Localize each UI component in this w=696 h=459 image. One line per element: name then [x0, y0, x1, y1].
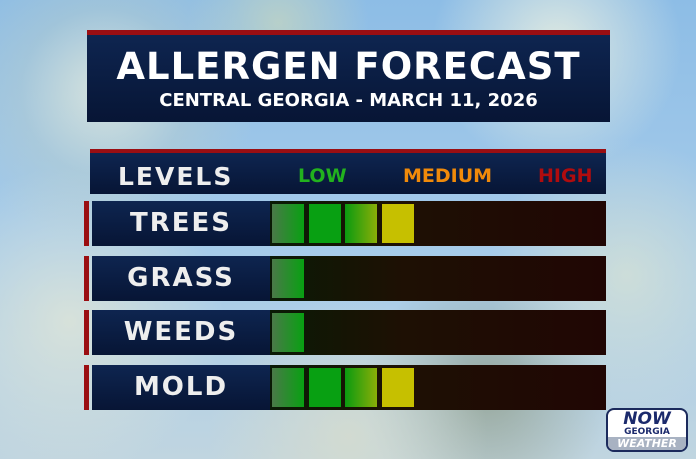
level-segment	[345, 204, 377, 243]
level-bar	[270, 310, 606, 355]
level-segment	[272, 259, 304, 298]
level-bar	[270, 201, 606, 246]
level-segment	[308, 368, 341, 407]
title-banner: ALLERGEN FORECAST CENTRAL GEORGIA - MARC…	[87, 30, 610, 122]
allergen-row-grass: GRASS	[84, 256, 606, 301]
level-segment	[308, 204, 341, 243]
subtitle: CENTRAL GEORGIA - MARCH 11, 2026	[159, 90, 538, 111]
level-segment	[272, 313, 304, 352]
logo-now: NOW	[623, 409, 671, 429]
allergen-label: WEEDS	[92, 310, 270, 355]
allergen-label: TREES	[92, 201, 270, 246]
levels-header: LEVELS LOW MEDIUM HIGH	[90, 149, 606, 194]
allergen-label: MOLD	[92, 365, 270, 410]
allergen-row-weeds: WEEDS	[84, 310, 606, 355]
allergen-label: GRASS	[92, 256, 270, 301]
page-title: ALLERGEN FORECAST	[116, 45, 581, 88]
level-segment	[381, 204, 414, 243]
now-georgia-weather-logo: NOW GEORGIA WEATHER	[606, 408, 688, 452]
levels-label: LEVELS	[118, 162, 234, 191]
level-segment	[381, 368, 414, 407]
level-bar	[270, 256, 606, 301]
allergen-row-trees: TREES	[84, 201, 606, 246]
high-label: HIGH	[538, 165, 593, 187]
allergen-row-mold: MOLD	[84, 365, 606, 410]
logo-weather: WEATHER	[608, 437, 686, 450]
medium-label: MEDIUM	[403, 165, 493, 187]
level-segment	[272, 204, 304, 243]
low-label: LOW	[298, 165, 347, 187]
level-segment	[345, 368, 377, 407]
level-bar	[270, 365, 606, 410]
logo-georgia: GEORGIA	[624, 427, 670, 437]
level-segment	[272, 368, 304, 407]
